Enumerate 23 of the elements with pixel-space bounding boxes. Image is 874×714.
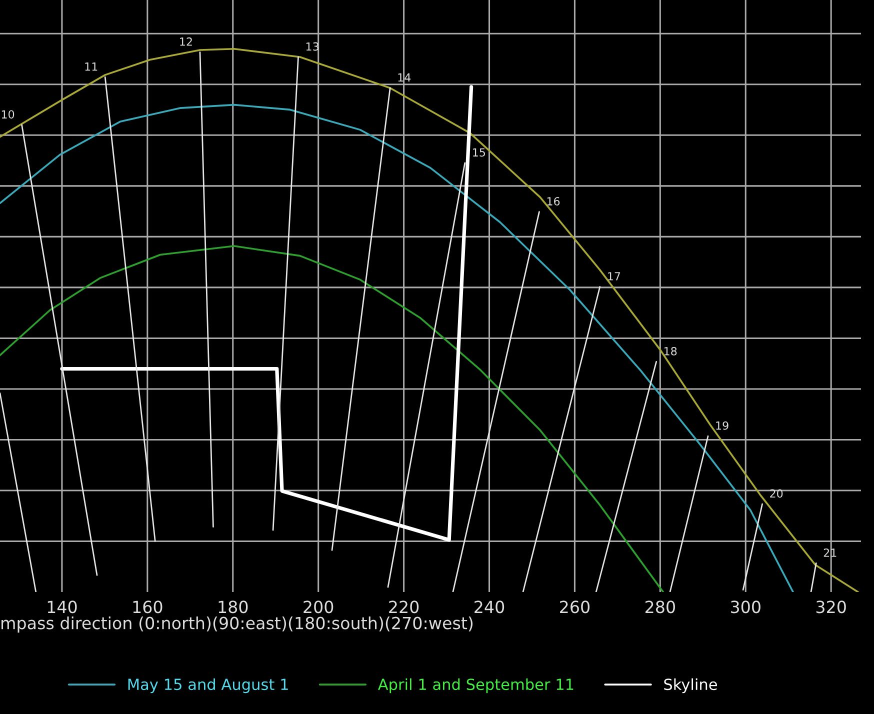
annotation: 10 — [2, 110, 14, 119]
x-tick-label: 280 — [645, 600, 675, 614]
annotation: 18 — [664, 346, 677, 356]
legend-label: Skyline — [664, 678, 717, 694]
x-tick-label: 180 — [218, 600, 248, 614]
annotation: 15 — [473, 148, 486, 157]
x-axis-title: mpass direction (0:north)(90:east)(180:south)(270:west) — [2, 616, 473, 633]
annotation: 11 — [85, 62, 98, 71]
x-tick-label: 220 — [389, 600, 419, 614]
x-tick-label: 240 — [474, 600, 504, 614]
x-tick-label: 260 — [560, 600, 590, 614]
annotation: 12 — [180, 37, 192, 46]
annotation: 20 — [770, 489, 783, 498]
legend-label: April 1 and September 11 — [378, 678, 574, 694]
annotation: 19 — [716, 421, 728, 430]
legend-label: May 15 and August 1 — [128, 678, 288, 694]
x-tick-label: 160 — [133, 600, 162, 614]
annotation: 17 — [608, 272, 620, 280]
annotation: 16 — [547, 197, 560, 206]
x-tick-label: 200 — [304, 600, 334, 614]
x-tick-label: 140 — [48, 600, 77, 614]
x-tick-label: 300 — [730, 600, 760, 614]
x-tick-label: 320 — [816, 600, 846, 614]
